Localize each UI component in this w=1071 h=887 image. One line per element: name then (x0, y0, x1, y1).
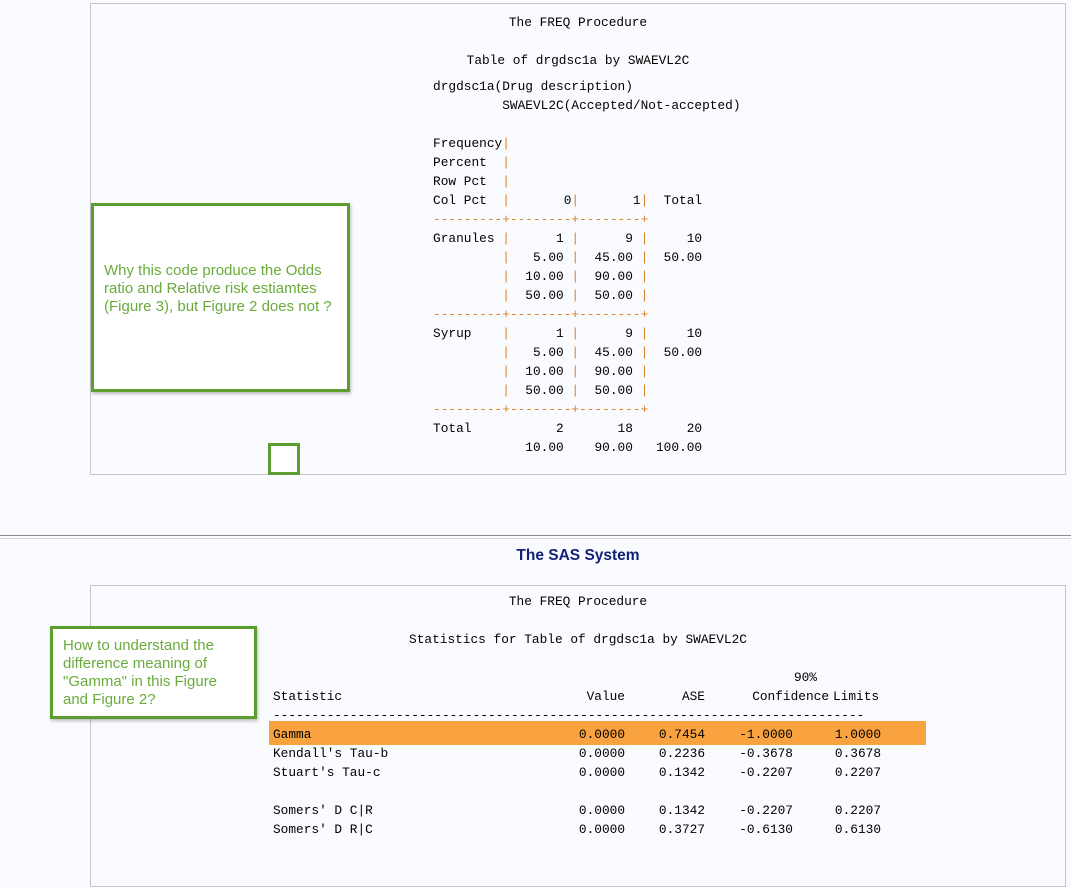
statistic-value: 0.0000 (578, 822, 625, 837)
crosstab-line: Frequency| (433, 136, 510, 151)
crosstab-line: | 50.00 | 50.00 | (502, 383, 649, 398)
header-statistic: Statistic (273, 689, 343, 704)
statistic-name: Somers' D C|R (273, 803, 373, 818)
statistic-lower-limit: -0.3678 (739, 746, 793, 761)
header-ase: ASE (681, 689, 705, 704)
crosstab-line: | 5.00 | 45.00 | 50.00 (502, 345, 703, 360)
procedure-title: The FREQ Procedure (508, 594, 648, 609)
statistic-ase: 0.3727 (658, 822, 705, 837)
crosstab-line: drgdsc1a(Drug description) (433, 79, 633, 94)
statistic-ase: 0.2236 (658, 746, 705, 761)
page-divider (0, 535, 1071, 536)
statistic-value: 0.0000 (578, 765, 625, 780)
statistics-table-title: Statistics for Table of drgdsc1a by SWAE… (409, 632, 747, 647)
crosstab-line: | 50.00 | 50.00 | (502, 288, 649, 303)
annotation-note-2[interactable]: How to understand the difference meaning… (50, 626, 257, 719)
crosstab-line: Granules | 1 | 9 | 10 (433, 231, 703, 246)
header-limits: Limits (833, 689, 880, 704)
statistic-name: Kendall's Tau-b (273, 746, 389, 761)
gamma-row-highlight (269, 721, 926, 745)
statistic-lower-limit: -0.2207 (739, 765, 793, 780)
crosstab-line: | 10.00 | 90.00 | (502, 364, 649, 379)
crosstab-line: ---------+--------+--------+ (433, 307, 649, 322)
procedure-title: The FREQ Procedure (508, 15, 648, 30)
statistic-upper-limit: 0.6130 (834, 822, 881, 837)
crosstab-line: Total 2 18 20 (433, 421, 703, 436)
statistic-value: 0.0000 (578, 746, 625, 761)
page-divider-shadow (0, 538, 1071, 539)
statistic-ase: 0.1342 (658, 803, 705, 818)
header-value: Value (586, 689, 625, 704)
statistic-ase: 0.7454 (658, 727, 705, 742)
statistic-value: 0.0000 (578, 727, 625, 742)
statistic-lower-limit: -1.0000 (739, 727, 793, 742)
crosstab-line: | 10.00 | 90.00 | (502, 269, 649, 284)
statistic-name: Stuart's Tau-c (273, 765, 381, 780)
crosstab-line: ---------+--------+--------+ (433, 402, 649, 417)
crosstab-line: ---------+--------+--------+ (433, 212, 649, 227)
crosstab-line: Percent | (433, 155, 510, 170)
statistic-name: Somers' D R|C (273, 822, 373, 837)
crosstab-line: 10.00 90.00 100.00 (525, 440, 703, 455)
sas-system-title: The SAS System (516, 547, 640, 564)
table-title: Table of drgdsc1a by SWAEVL2C (466, 53, 690, 68)
statistic-value: 0.0000 (578, 803, 625, 818)
statistic-upper-limit: 0.2207 (834, 765, 881, 780)
crosstab-line: Syrup | 1 | 9 | 10 (433, 326, 703, 341)
statistic-lower-limit: -0.2207 (739, 803, 793, 818)
statistic-ase: 0.1342 (658, 765, 705, 780)
statistic-upper-limit: 0.3678 (834, 746, 881, 761)
statistic-upper-limit: 0.2207 (834, 803, 881, 818)
annotation-note-1[interactable]: Why this code produce the Odds ratio and… (91, 203, 350, 392)
statistic-upper-limit: 1.0000 (834, 727, 881, 742)
header-confidence-level: 90% (793, 670, 817, 685)
statistic-name: Gamma (273, 727, 312, 742)
statistic-lower-limit: -0.6130 (739, 822, 793, 837)
annotation-marker[interactable] (268, 443, 300, 475)
header-confidence: Confidence (752, 689, 829, 704)
crosstab-line: Row Pct | (433, 174, 510, 189)
crosstab-line: Col Pct | 0| 1| Total (433, 193, 703, 208)
crosstab-line: | 5.00 | 45.00 | 50.00 (502, 250, 703, 265)
crosstab-line: SWAEVL2C(Accepted/Not-accepted) (502, 98, 741, 113)
header-rule: ----------------------------------------… (273, 708, 865, 723)
